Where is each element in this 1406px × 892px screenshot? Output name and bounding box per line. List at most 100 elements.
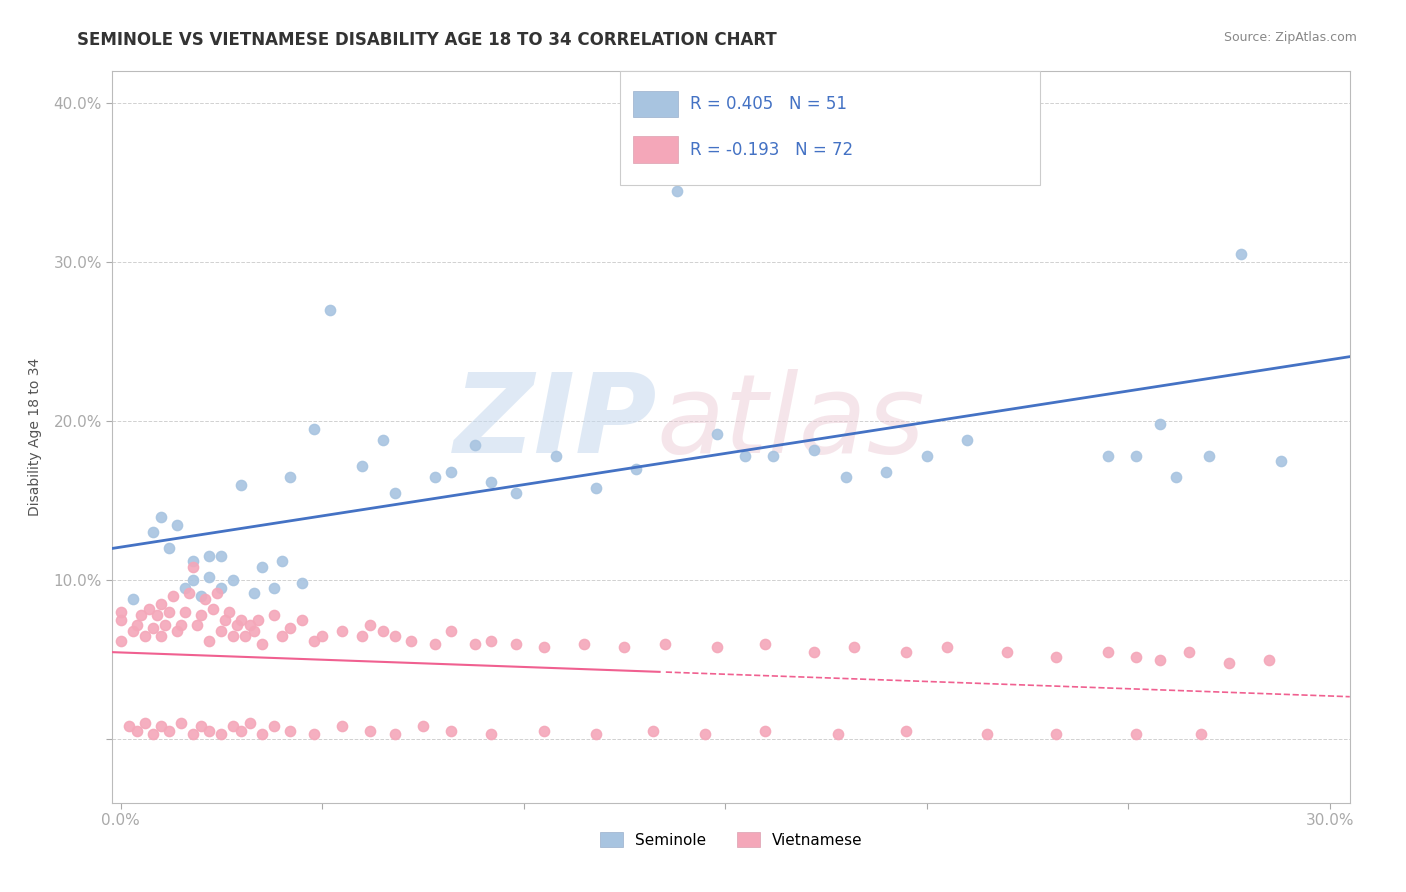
Point <box>207 586 229 600</box>
Point <box>654 637 676 651</box>
Point <box>1149 653 1171 667</box>
Point <box>222 629 245 643</box>
Point <box>157 541 180 556</box>
Point <box>222 719 245 733</box>
Point <box>142 727 165 741</box>
Point <box>1230 247 1253 261</box>
Point <box>842 640 865 654</box>
Point <box>198 549 221 564</box>
Point <box>1125 449 1147 463</box>
Point <box>278 470 301 484</box>
Point <box>110 633 132 648</box>
Point <box>935 640 957 654</box>
Point <box>162 589 184 603</box>
Point <box>359 617 381 632</box>
Point <box>352 629 374 643</box>
Point <box>803 645 825 659</box>
Point <box>190 608 212 623</box>
Point <box>231 613 253 627</box>
Point <box>440 465 463 479</box>
Point <box>170 716 193 731</box>
Text: atlas: atlas <box>657 369 925 476</box>
Point <box>544 449 567 463</box>
Point <box>384 727 406 741</box>
Point <box>706 426 728 441</box>
Point <box>198 570 221 584</box>
Point <box>995 144 1018 158</box>
Point <box>250 560 273 574</box>
Text: R = -0.193   N = 72: R = -0.193 N = 72 <box>690 141 853 159</box>
Point <box>209 727 232 741</box>
Point <box>1166 470 1188 484</box>
Point <box>330 719 353 733</box>
Point <box>214 613 236 627</box>
Point <box>181 727 204 741</box>
Point <box>138 602 160 616</box>
Point <box>803 442 825 457</box>
Point <box>464 438 486 452</box>
Point <box>157 605 180 619</box>
Point <box>149 719 172 733</box>
Point <box>995 645 1018 659</box>
FancyBboxPatch shape <box>633 136 678 163</box>
Point <box>384 485 406 500</box>
Point <box>263 719 285 733</box>
Point <box>585 727 607 741</box>
Point <box>278 621 301 635</box>
Point <box>1258 653 1281 667</box>
Point <box>174 605 197 619</box>
Point <box>117 719 139 733</box>
Point <box>412 719 434 733</box>
Point <box>110 613 132 627</box>
Point <box>915 449 938 463</box>
Point <box>174 581 197 595</box>
Point <box>157 724 180 739</box>
Point <box>875 465 897 479</box>
Point <box>1125 727 1147 741</box>
Point <box>218 605 240 619</box>
Point <box>1189 727 1212 741</box>
Point <box>302 422 325 436</box>
Point <box>693 727 716 741</box>
Point <box>209 549 232 564</box>
Point <box>1097 449 1119 463</box>
Point <box>278 724 301 739</box>
Point <box>302 633 325 648</box>
Point <box>242 624 264 638</box>
Point <box>110 605 132 619</box>
Point <box>352 458 374 473</box>
Point <box>835 470 858 484</box>
Point <box>762 449 785 463</box>
Point <box>423 470 446 484</box>
Point <box>181 554 204 568</box>
Point <box>209 624 232 638</box>
Point <box>572 637 595 651</box>
Point <box>134 716 156 731</box>
Point <box>896 645 918 659</box>
Point <box>166 624 188 638</box>
Point <box>1097 645 1119 659</box>
Text: ZIP: ZIP <box>453 369 657 476</box>
Point <box>371 624 394 638</box>
Point <box>186 617 208 632</box>
Point <box>665 184 688 198</box>
Point <box>613 640 636 654</box>
Point <box>231 724 253 739</box>
Point <box>956 434 979 448</box>
Point <box>149 629 172 643</box>
Point <box>1045 649 1067 664</box>
Point <box>479 633 502 648</box>
Point <box>440 624 463 638</box>
Point <box>359 724 381 739</box>
Point <box>1198 449 1220 463</box>
Point <box>125 724 148 739</box>
Point <box>238 617 260 632</box>
Point <box>399 633 422 648</box>
Point <box>626 462 648 476</box>
Point <box>202 602 225 616</box>
Text: R = 0.405   N = 51: R = 0.405 N = 51 <box>690 95 848 113</box>
Point <box>209 581 232 595</box>
Point <box>1149 417 1171 432</box>
Point <box>238 716 260 731</box>
FancyBboxPatch shape <box>633 91 678 118</box>
